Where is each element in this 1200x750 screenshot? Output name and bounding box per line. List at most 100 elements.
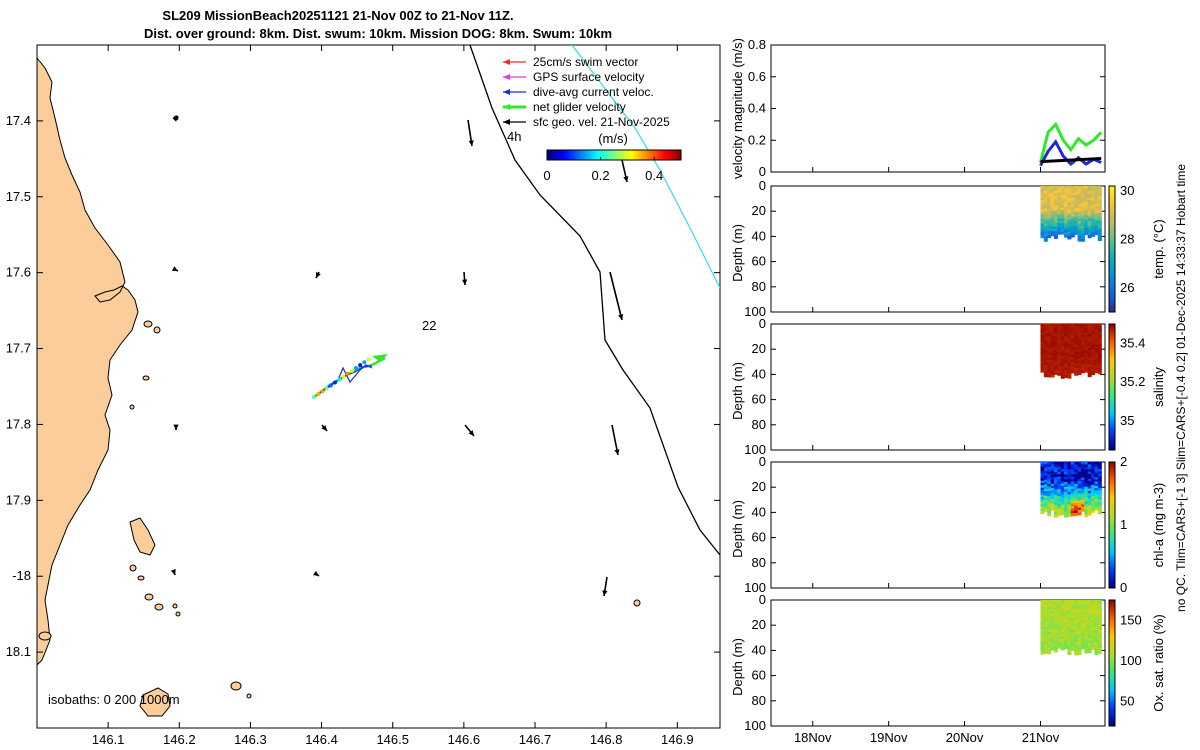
profile-cell: [1053, 202, 1058, 206]
profile-cell: [1040, 469, 1045, 472]
profile-colorbar-cell: [1109, 270, 1115, 272]
profile-colorbar-cell: [1109, 717, 1115, 719]
profile-cell: [1074, 609, 1079, 614]
profile-cell: [1064, 501, 1069, 506]
profile-colorbar-cell: [1109, 442, 1115, 444]
profile-cell: [1097, 369, 1102, 372]
profile-cell: [1067, 506, 1072, 510]
profile-cell: [1094, 190, 1099, 194]
profile-cell: [1074, 186, 1079, 189]
profile-cell: [1087, 223, 1092, 227]
profile-colorbar-cell: [1109, 384, 1115, 386]
profile-colorbar-cell: [1109, 681, 1115, 683]
profile-cell: [1074, 372, 1079, 376]
profile-cell: [1040, 492, 1045, 496]
profile-cell: [1067, 604, 1072, 609]
profile-colorbar-cell: [1109, 646, 1115, 648]
profile-cell: [1097, 360, 1102, 363]
profile-cell: [1053, 209, 1058, 213]
profile-cell: [1074, 503, 1079, 507]
track-point: [349, 368, 354, 373]
profile-cell: [1087, 628, 1092, 632]
profile-cell: [1077, 324, 1082, 327]
profile-cell: [1074, 607, 1079, 611]
profile-cell: [1053, 640, 1058, 644]
profile-cell: [1097, 218, 1102, 222]
profile-cell: [1053, 212, 1058, 216]
profile-cell: [1080, 201, 1085, 205]
profile-cell: [1050, 499, 1055, 502]
profile-cell: [1070, 343, 1075, 347]
profile-cell: [1040, 225, 1045, 229]
profile-cell: [1040, 462, 1045, 465]
profile-colorbar-cell: [1109, 570, 1115, 572]
profile-cell: [1080, 365, 1085, 369]
profile-cell: [1067, 365, 1072, 369]
profile-cell: [1094, 505, 1099, 509]
colorbar-cell: [640, 150, 642, 160]
profile-cell: [1067, 464, 1072, 468]
profile-ytick-label: 80: [752, 279, 766, 294]
profile-cell: [1087, 650, 1092, 654]
profile-cell: [1057, 501, 1062, 505]
profile-cell: [1067, 368, 1072, 372]
profile-cell: [1097, 626, 1102, 630]
profile-cell: [1091, 608, 1096, 612]
profile-cell: [1087, 232, 1092, 236]
profile-cell: [1060, 194, 1065, 198]
profile-cell: [1091, 500, 1096, 504]
legend-label-sfc_geo: sfc geo. vel. 21-Nov-2025: [533, 115, 670, 129]
profile-cell: [1043, 206, 1048, 210]
colorbar-cell: [551, 150, 553, 160]
profile-cell: [1060, 483, 1065, 487]
profile-cell: [1080, 613, 1085, 617]
profile-colorbar-cell: [1109, 290, 1115, 292]
profile-cell: [1067, 622, 1072, 626]
profile-cell: [1053, 477, 1058, 481]
profile-colorbar-cell: [1109, 267, 1115, 269]
profile-cell: [1087, 371, 1092, 375]
profile-cell: [1064, 192, 1069, 196]
profile-cell: [1070, 220, 1075, 224]
profile-cell: [1087, 221, 1092, 225]
profile-colorbar-cell: [1109, 476, 1115, 478]
profile-cell: [1057, 216, 1062, 220]
profile-cell: [1057, 624, 1062, 627]
profile-colorbar-cell: [1109, 396, 1115, 398]
profile-colorbar-cell: [1109, 347, 1115, 349]
profile-cell: [1050, 369, 1055, 373]
profile-colorbar-cell: [1109, 414, 1115, 416]
profile-cell: [1074, 474, 1079, 478]
profile-cell: [1060, 333, 1065, 337]
profile-cell: [1070, 471, 1075, 475]
profile-cell: [1087, 478, 1092, 482]
profile-cell: [1084, 499, 1089, 503]
profile-cell: [1084, 612, 1089, 616]
profile-colorbar-cell: [1109, 360, 1115, 362]
profile-cell: [1087, 374, 1092, 378]
profile-cell: [1050, 231, 1055, 235]
profile-colorbar-cell: [1109, 712, 1115, 714]
profile-colorbar-cell: [1109, 440, 1115, 442]
profile-colorbar-cell: [1109, 644, 1115, 646]
profile-cell: [1077, 344, 1082, 348]
profile-colorbar-cell: [1109, 620, 1115, 622]
profile-cell: [1077, 196, 1082, 200]
profile-cell: [1057, 474, 1062, 478]
profile-colorbar-cell: [1109, 509, 1115, 511]
profile-cell: [1091, 333, 1096, 337]
profile-cell: [1040, 641, 1045, 645]
profile-cell: [1057, 203, 1062, 207]
profile-cell: [1074, 232, 1079, 235]
profile-cell: [1043, 333, 1048, 337]
colorbar-cell: [573, 150, 575, 160]
profile-colorbar-cell: [1109, 186, 1115, 188]
profile-cell: [1053, 342, 1058, 346]
profile-cell: [1064, 360, 1069, 364]
colorbar-cell: [615, 150, 617, 160]
colorbar-cell: [549, 150, 551, 160]
profile-cell: [1087, 369, 1092, 373]
profile-cell: [1040, 223, 1045, 227]
profile-cell: [1064, 646, 1069, 650]
profile-cell: [1080, 608, 1085, 612]
